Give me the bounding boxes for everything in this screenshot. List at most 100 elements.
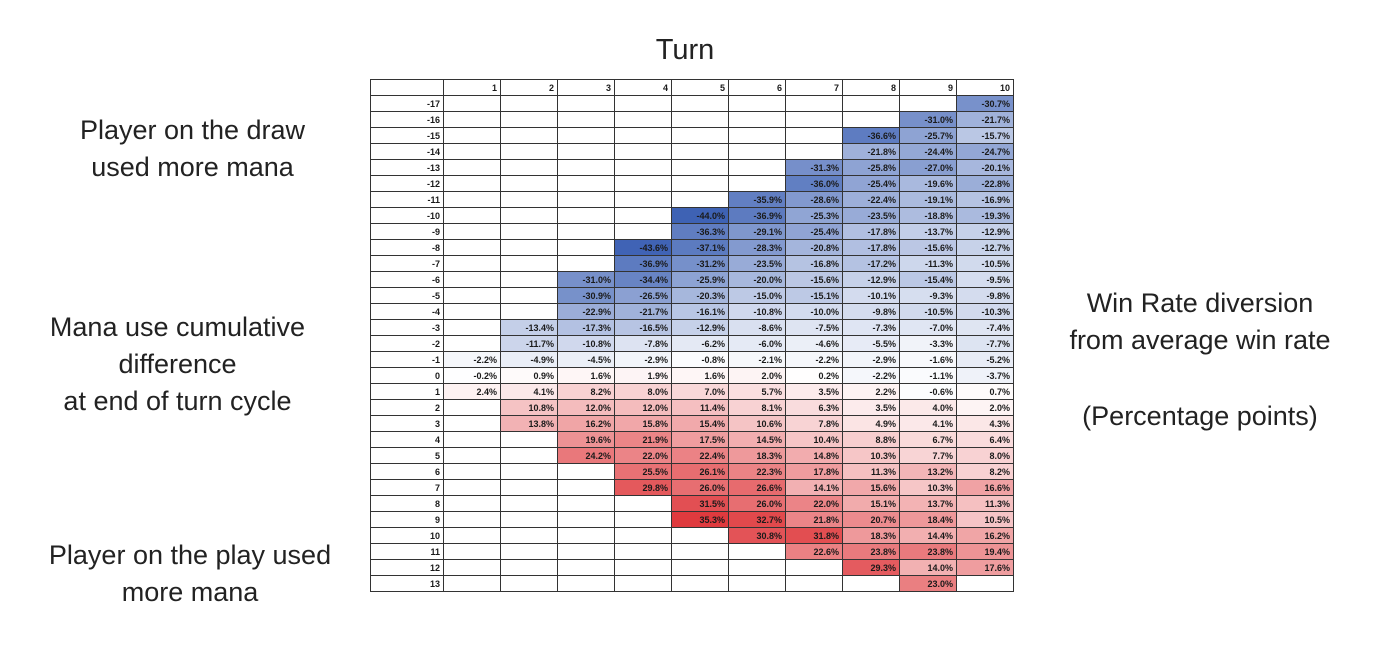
heatmap-cell — [443, 479, 501, 496]
heatmap-cell: -15.0% — [728, 287, 786, 304]
heatmap-cell: -15.7% — [956, 127, 1014, 144]
heatmap-cell — [443, 463, 501, 480]
heatmap-body: -17 -30.7% -16 -31.0% -21.7% -15 -36.6% -25.7% -… — [370, 95, 1014, 592]
heatmap-cell: 21.9% — [614, 431, 672, 448]
heatmap-cell: 3.5% — [842, 399, 900, 416]
heatmap-cell — [671, 559, 729, 576]
heatmap-cell — [614, 207, 672, 224]
heatmap-cell — [500, 127, 558, 144]
heatmap-cell: -9.3% — [899, 287, 957, 304]
table-row: -14 -21.8% -24.4% -24.7% — [370, 143, 1014, 160]
row-header-mana-diff: -3 — [370, 319, 444, 336]
row-header-mana-diff: -12 — [370, 175, 444, 192]
row-header-mana-diff: 2 — [370, 399, 444, 416]
heatmap-cell — [443, 191, 501, 208]
heatmap-cell — [671, 159, 729, 176]
heatmap-cell — [500, 479, 558, 496]
heatmap-cell: -13.7% — [899, 223, 957, 240]
heatmap-cell — [500, 527, 558, 544]
heatmap-cell: 10.3% — [899, 479, 957, 496]
heatmap-cell: -36.3% — [671, 223, 729, 240]
table-row: 3 13.8% 16.2% 15.8% 15.4% 10.6% 7.8% 4.9% 4.1% 4.… — [370, 415, 1014, 432]
heatmap-cell: 25.5% — [614, 463, 672, 480]
heatmap-cell — [500, 207, 558, 224]
heatmap-cell: -11.3% — [899, 255, 957, 272]
heatmap-cell — [785, 95, 843, 112]
column-header-turn-2: 2 — [500, 79, 558, 96]
heatmap-cell: 6.7% — [899, 431, 957, 448]
heatmap-cell — [671, 95, 729, 112]
heatmap-cell — [500, 495, 558, 512]
heatmap-cell — [500, 159, 558, 176]
heatmap-cell — [443, 575, 501, 592]
heatmap-cell: 2.0% — [728, 367, 786, 384]
heatmap-cell: 8.2% — [557, 383, 615, 400]
heatmap-cell: 4.3% — [956, 415, 1014, 432]
heatmap-cell — [500, 431, 558, 448]
heatmap-cell: -28.3% — [728, 239, 786, 256]
heatmap-cell: 4.1% — [899, 415, 957, 432]
heatmap-cell: 4.9% — [842, 415, 900, 432]
heatmap-cell: -22.4% — [842, 191, 900, 208]
heatmap-cell — [500, 239, 558, 256]
heatmap-cell — [500, 543, 558, 560]
heatmap-cell: -15.4% — [899, 271, 957, 288]
table-row: -6 -31.0% -34.4% -25.9% -20.0% -15.6% -12.9% -1… — [370, 271, 1014, 288]
heatmap-cell: -0.2% — [443, 367, 501, 384]
row-header-mana-diff: -1 — [370, 351, 444, 368]
heatmap-cell — [500, 143, 558, 160]
heatmap-cell: -4.6% — [785, 335, 843, 352]
heatmap-cell: 14.4% — [899, 527, 957, 544]
heatmap-cell: -3.7% — [956, 367, 1014, 384]
heatmap-cell: -10.1% — [842, 287, 900, 304]
heatmap-cell: -28.6% — [785, 191, 843, 208]
heatmap-cell: -8.6% — [728, 319, 786, 336]
heatmap-cell: 29.3% — [842, 559, 900, 576]
heatmap-cell: 26.1% — [671, 463, 729, 480]
row-header-mana-diff: 13 — [370, 575, 444, 592]
heatmap-cell: -16.1% — [671, 303, 729, 320]
heatmap-cell — [785, 575, 843, 592]
heatmap-cell: 13.8% — [500, 415, 558, 432]
table-row: -17 -30.7% — [370, 95, 1014, 112]
heatmap-cell: -15.1% — [785, 287, 843, 304]
heatmap-cell — [443, 447, 501, 464]
heatmap-cell: 24.2% — [557, 447, 615, 464]
heatmap-cell — [728, 111, 786, 128]
heatmap-cell: 18.3% — [728, 447, 786, 464]
label-units-line-1: (Percentage points) — [1082, 401, 1318, 431]
heatmap-cell — [785, 127, 843, 144]
heatmap-cell: 26.0% — [728, 495, 786, 512]
heatmap-cell: 8.1% — [728, 399, 786, 416]
table-row: -12 -36.0% -25.4% -19.6% -22.8% — [370, 175, 1014, 192]
heatmap-cell: -19.1% — [899, 191, 957, 208]
heatmap-cell — [671, 127, 729, 144]
label-units: (Percentage points) — [1035, 398, 1365, 435]
heatmap-cell — [443, 527, 501, 544]
table-row: 7 29.8% 26.0% 26.6% 14.1% 15.6% 10.3% 16.6% — [370, 479, 1014, 496]
heatmap-cell: 19.4% — [956, 543, 1014, 560]
heatmap-cell — [443, 415, 501, 432]
heatmap-cell: 6.4% — [956, 431, 1014, 448]
heatmap-cell — [443, 495, 501, 512]
heatmap-cell: 23.0% — [899, 575, 957, 592]
heatmap-cell — [671, 143, 729, 160]
heatmap-cell: -12.9% — [842, 271, 900, 288]
heatmap-cell: -31.0% — [557, 271, 615, 288]
heatmap-cell — [443, 127, 501, 144]
heatmap-cell: -7.4% — [956, 319, 1014, 336]
heatmap-cell: -23.5% — [728, 255, 786, 272]
row-header-mana-diff: 10 — [370, 527, 444, 544]
heatmap-cell: 17.8% — [785, 463, 843, 480]
heatmap-cell — [671, 543, 729, 560]
heatmap-cell: -6.2% — [671, 335, 729, 352]
heatmap-cell — [443, 399, 501, 416]
table-row: 13 23.0% — [370, 575, 1014, 592]
heatmap-cell: -23.5% — [842, 207, 900, 224]
heatmap-cell — [614, 143, 672, 160]
heatmap-cell — [785, 111, 843, 128]
heatmap-cell — [614, 159, 672, 176]
row-header-mana-diff: 7 — [370, 479, 444, 496]
table-row: 8 31.5% 26.0% 22.0% 15.1% 13.7% 11.3% — [370, 495, 1014, 512]
heatmap-cell: 23.8% — [842, 543, 900, 560]
